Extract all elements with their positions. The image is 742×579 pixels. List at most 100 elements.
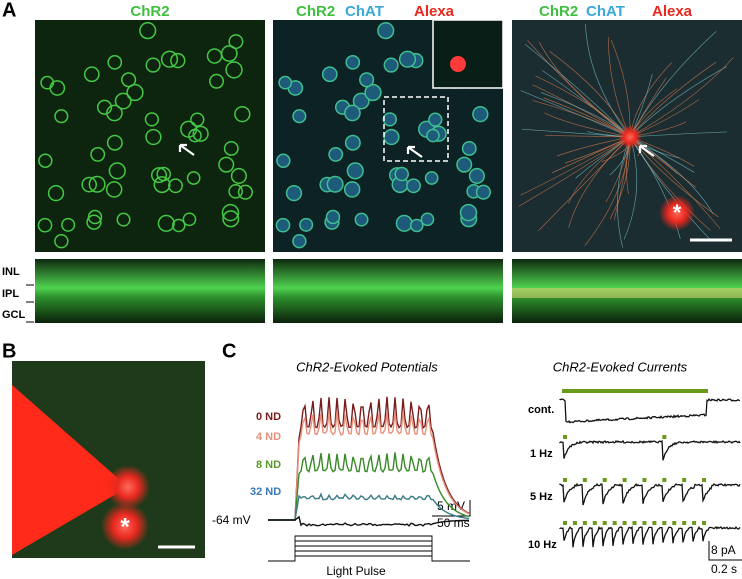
cell (345, 55, 361, 70)
cell (354, 212, 369, 227)
light-pulse (632, 521, 637, 525)
cell (153, 176, 171, 194)
cell (192, 125, 209, 142)
cell (325, 209, 341, 225)
light-pulse (572, 521, 577, 525)
light-pulse (662, 478, 667, 482)
scale-label: 8 pA (711, 543, 736, 557)
light-pulse (592, 521, 597, 525)
cell (105, 181, 123, 198)
channel-label: ChR2 (130, 3, 169, 20)
cell (359, 72, 375, 88)
cell (424, 171, 439, 185)
section-chr2 (35, 259, 265, 323)
scale-bar (432, 500, 471, 517)
cell (343, 181, 361, 198)
trace-label: 4 ND (256, 431, 281, 443)
cell (383, 57, 399, 73)
arrow (638, 144, 655, 157)
light-pulse (582, 478, 587, 482)
cell (459, 203, 478, 222)
cell (150, 167, 168, 184)
light-pulse (682, 478, 687, 482)
pipette (12, 385, 128, 555)
cell (292, 234, 307, 249)
inset (432, 19, 504, 89)
cell (171, 218, 186, 233)
cell (90, 146, 106, 162)
cell (106, 104, 123, 122)
cell (114, 92, 132, 110)
dendrite (520, 136, 631, 196)
cell (237, 184, 253, 200)
cell (383, 128, 400, 146)
cell (344, 134, 361, 151)
trace-label: 1 Hz (530, 448, 553, 460)
cell (420, 212, 435, 227)
cell (54, 109, 69, 124)
current-trace (559, 439, 741, 461)
cell (81, 176, 98, 193)
layer-label: INL (2, 266, 20, 278)
dendrite (538, 136, 631, 232)
scale-bar (708, 541, 742, 561)
cell (222, 210, 240, 228)
light-pulse (642, 478, 647, 482)
cell (475, 184, 491, 200)
cell (228, 184, 243, 199)
cell (299, 217, 314, 232)
cell (168, 178, 183, 194)
cell (38, 153, 53, 168)
trace-label: 10 Hz (528, 539, 557, 551)
cell (398, 50, 417, 68)
soma-glow (106, 465, 150, 509)
trace-label: 32 ND (250, 486, 281, 498)
cell (54, 234, 69, 249)
current-trace (559, 525, 741, 548)
cell (472, 105, 489, 123)
trace-label: cont. (528, 404, 554, 416)
light-pulse (602, 478, 607, 482)
light-pulse (662, 435, 667, 439)
cell (209, 73, 225, 89)
cell (292, 109, 307, 124)
cell (145, 128, 162, 146)
light-pulse (702, 521, 707, 525)
cell (157, 214, 175, 232)
filled-cell (618, 125, 642, 149)
cell (221, 203, 240, 222)
cell (121, 72, 137, 88)
light-pulse (702, 478, 707, 482)
cell (160, 50, 179, 68)
cell (144, 112, 159, 127)
pipette-cell (659, 195, 695, 231)
cell (428, 112, 443, 127)
trace-label: 0 ND (256, 411, 281, 423)
cell (230, 167, 247, 184)
cell (190, 112, 205, 127)
section-overlay (512, 288, 742, 298)
cell (461, 141, 477, 156)
cell (456, 156, 473, 173)
current-trace (559, 482, 741, 506)
scale-label: 50 ms (437, 516, 470, 530)
light-pulse (692, 521, 697, 525)
cell (326, 175, 344, 193)
baseline-label: -64 mV (212, 513, 251, 527)
light-pulse (602, 521, 607, 525)
light-pulse (582, 521, 587, 525)
voltage-trace (268, 452, 470, 521)
pipette-cell (101, 502, 149, 550)
trace-label: 5 Hz (530, 491, 553, 503)
dendrite (527, 40, 631, 138)
panel-label: B (2, 340, 16, 362)
cell (87, 209, 103, 225)
layer-label: GCL (2, 309, 26, 321)
cell (37, 217, 53, 233)
arrow (406, 145, 423, 158)
light-pulse (563, 478, 567, 482)
cell (116, 212, 131, 227)
cell (61, 217, 76, 232)
cell (170, 52, 186, 69)
